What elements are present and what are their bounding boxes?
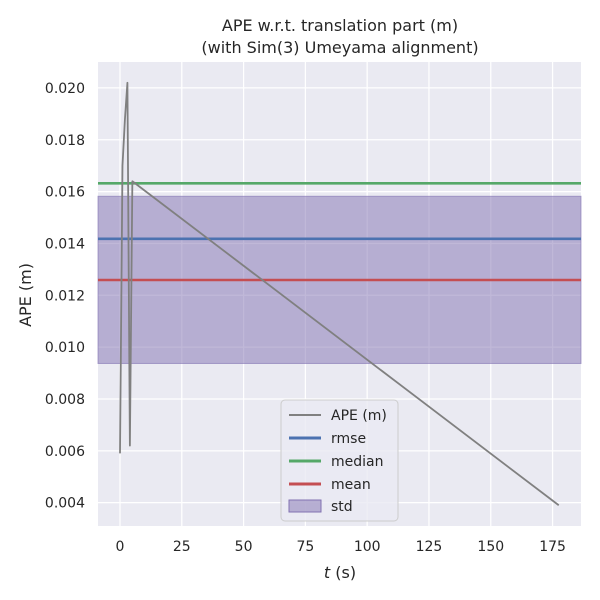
x-tick-label: 0: [116, 539, 125, 555]
y-tick-label: 0.014: [45, 236, 85, 252]
y-tick-label: 0.008: [45, 392, 85, 408]
x-axis-label: t (s): [324, 563, 356, 582]
x-tick-label: 25: [173, 539, 191, 555]
x-axis-variable: t: [324, 563, 331, 582]
legend: APE (m) rmse median mean std: [280, 399, 399, 522]
ape-series-line: [119, 81, 560, 506]
y-tick-label: 0.020: [45, 81, 85, 97]
x-tick-label: 150: [477, 539, 504, 555]
legend-label-rmse: rmse: [331, 431, 366, 447]
y-tick-label: 0.012: [45, 288, 85, 304]
legend-label-std: std: [331, 499, 353, 515]
legend-label-median: median: [331, 454, 383, 470]
x-tick-labels: 0 25 50 75 100 125 150 175: [116, 539, 566, 555]
x-tick-label: 75: [296, 539, 314, 555]
y-tick-label: 0.006: [45, 444, 85, 460]
legend-swatch-std: [288, 499, 322, 513]
y-axis-label: APE (m): [16, 263, 35, 327]
x-tick-label: 50: [235, 539, 253, 555]
x-tick-label: 175: [539, 539, 566, 555]
legend-label-mean: mean: [331, 477, 371, 493]
y-tick-labels: 0.004 0.006 0.008 0.010 0.012 0.014 0.016 0.018…: [45, 81, 85, 512]
legend-box: [280, 399, 399, 522]
x-axis-unit: (s): [330, 563, 356, 582]
y-tick-label: 0.010: [45, 340, 85, 356]
y-tick-label: 0.016: [45, 185, 85, 201]
chart-subtitle: (with Sim(3) Umeyama alignment): [201, 38, 478, 57]
x-tick-label: 125: [416, 539, 443, 555]
y-tick-label: 0.018: [45, 133, 85, 149]
y-tick-label: 0.004: [45, 496, 85, 512]
x-tick-label: 100: [354, 539, 381, 555]
stat-lines-layer: [98, 182, 581, 282]
chart-title: APE w.r.t. translation part (m): [222, 16, 458, 35]
series-layer: [119, 81, 560, 506]
legend-label-ape: APE (m): [331, 408, 387, 424]
